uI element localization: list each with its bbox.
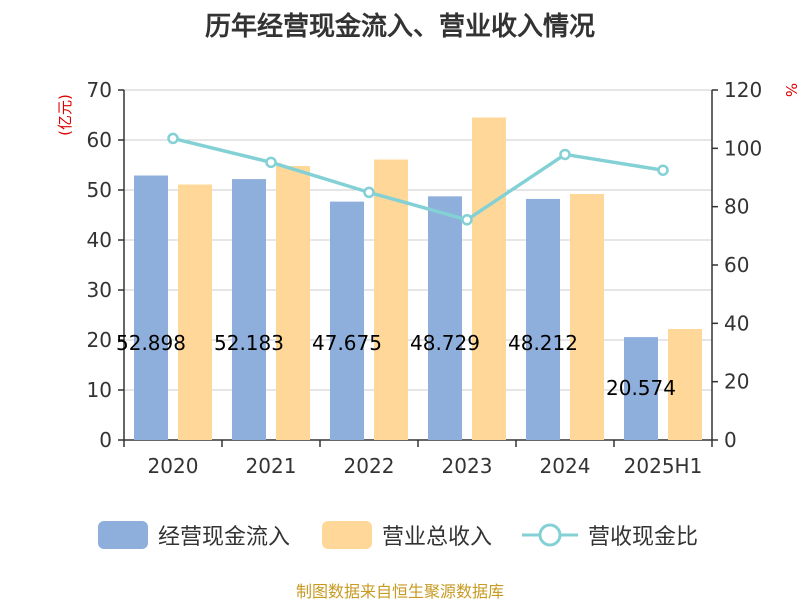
x-tick-label: 2025H1 bbox=[624, 454, 703, 478]
ratio-point bbox=[657, 164, 669, 176]
y-left-tick-label: 20 bbox=[87, 328, 112, 352]
y-left-tick-label: 30 bbox=[87, 278, 112, 302]
data-label: 20.574 bbox=[606, 376, 676, 400]
y-right-tick-label: 80 bbox=[724, 195, 749, 219]
source-note: 制图数据来自恒生聚源数据库 bbox=[295, 582, 504, 601]
x-tick-label: 2022 bbox=[344, 454, 395, 478]
legend-line-marker-icon bbox=[522, 523, 578, 547]
ratio-point bbox=[265, 156, 277, 169]
ratio-point bbox=[167, 132, 179, 145]
legend-label-revenue: 营业总收入 bbox=[382, 525, 493, 550]
bar-cash-inflow bbox=[526, 198, 560, 440]
bar-revenue bbox=[276, 166, 310, 440]
y-left-tick-label: 0 bbox=[99, 428, 112, 452]
legend-item-ratio[interactable]: 营收现金比 bbox=[522, 516, 698, 554]
legend: 经营现金流入 营业总收入 营收现金比 bbox=[0, 516, 800, 554]
data-label: 52.183 bbox=[214, 331, 284, 355]
legend-label-cash-inflow: 经营现金流入 bbox=[158, 525, 291, 550]
x-tick-label: 2021 bbox=[246, 454, 297, 478]
y-right-tick-label: 20 bbox=[724, 370, 749, 394]
y-right-axis-label: % bbox=[782, 83, 800, 97]
legend-item-cash-inflow[interactable]: 经营现金流入 bbox=[98, 516, 290, 554]
bar-cash-inflow bbox=[134, 175, 168, 440]
legend-swatch-cash-inflow bbox=[98, 521, 148, 549]
bar-cash-inflow bbox=[232, 179, 266, 440]
y-right-tick-label: 120 bbox=[724, 78, 762, 102]
bar-revenue bbox=[570, 194, 604, 440]
data-label: 47.675 bbox=[312, 331, 382, 355]
y-left-tick-label: 70 bbox=[87, 78, 112, 102]
legend-item-revenue[interactable]: 营业总收入 bbox=[322, 516, 492, 554]
ratio-point bbox=[559, 148, 571, 161]
y-right-tick-label: 100 bbox=[724, 136, 762, 160]
x-tick-label: 2020 bbox=[148, 454, 199, 478]
chart-title: 历年经营现金流入、营业收入情况 bbox=[204, 12, 595, 42]
y-left-tick-label: 60 bbox=[87, 128, 112, 152]
data-label: 48.212 bbox=[508, 331, 578, 355]
bar-cash-inflow bbox=[330, 201, 364, 440]
legend-label-ratio: 营收现金比 bbox=[588, 525, 699, 550]
data-label: 52.898 bbox=[116, 331, 186, 355]
y-left-tick-label: 40 bbox=[87, 228, 112, 252]
bar-revenue bbox=[374, 159, 408, 440]
y-right-tick-label: 0 bbox=[724, 428, 737, 452]
ratio-line bbox=[172, 136, 664, 222]
y-right-tick-label: 40 bbox=[724, 311, 749, 335]
y-left-tick-label: 10 bbox=[87, 378, 112, 402]
x-tick-label: 2024 bbox=[540, 454, 591, 478]
data-label: 48.729 bbox=[410, 331, 480, 355]
y-right-tick-label: 60 bbox=[724, 253, 749, 277]
bar-cash-inflow bbox=[624, 337, 658, 440]
y-left-tick-label: 50 bbox=[87, 178, 112, 202]
bar-revenue bbox=[472, 117, 506, 440]
bar-revenue bbox=[178, 184, 212, 440]
bar-revenue bbox=[668, 329, 702, 440]
ratio-point bbox=[363, 186, 375, 199]
legend-swatch-revenue bbox=[322, 521, 372, 549]
x-tick-label: 2023 bbox=[442, 454, 493, 478]
ratio-point bbox=[461, 214, 473, 226]
bar-cash-inflow bbox=[428, 196, 462, 440]
y-left-axis-label: (亿元) bbox=[56, 94, 74, 136]
